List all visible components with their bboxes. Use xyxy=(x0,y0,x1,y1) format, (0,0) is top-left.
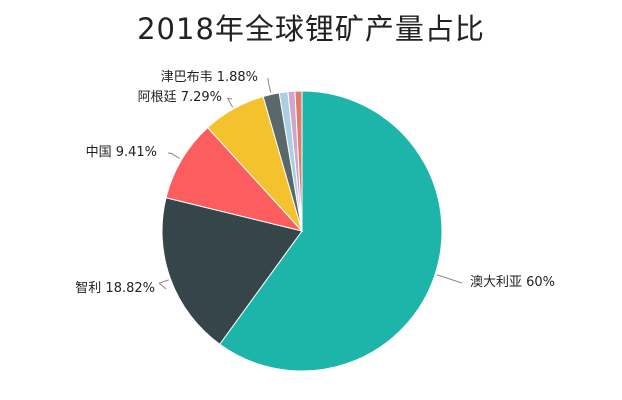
leader-line-0 xyxy=(436,274,463,284)
slice-label-2: 中国 9.41% xyxy=(86,145,157,160)
leader-line-3 xyxy=(226,97,234,108)
slice-label-4: 津巴布韦 1.88% xyxy=(161,70,258,85)
slice-label-1: 智利 18.82% xyxy=(75,281,155,296)
slice-label-0: 澳大利亚 60% xyxy=(470,274,555,290)
slice-label-3: 阿根廷 7.29% xyxy=(138,90,222,105)
pie-slice-2 xyxy=(165,126,304,232)
pie-slice-7 xyxy=(294,90,303,232)
leader-line-2 xyxy=(167,152,181,159)
leader-line-4 xyxy=(267,77,272,93)
pie-slice-1 xyxy=(161,197,303,345)
chart-title: 2018年全球锂矿产量占比 xyxy=(137,12,485,46)
pie-slice-0 xyxy=(219,90,443,372)
leader-line-1 xyxy=(158,279,169,290)
